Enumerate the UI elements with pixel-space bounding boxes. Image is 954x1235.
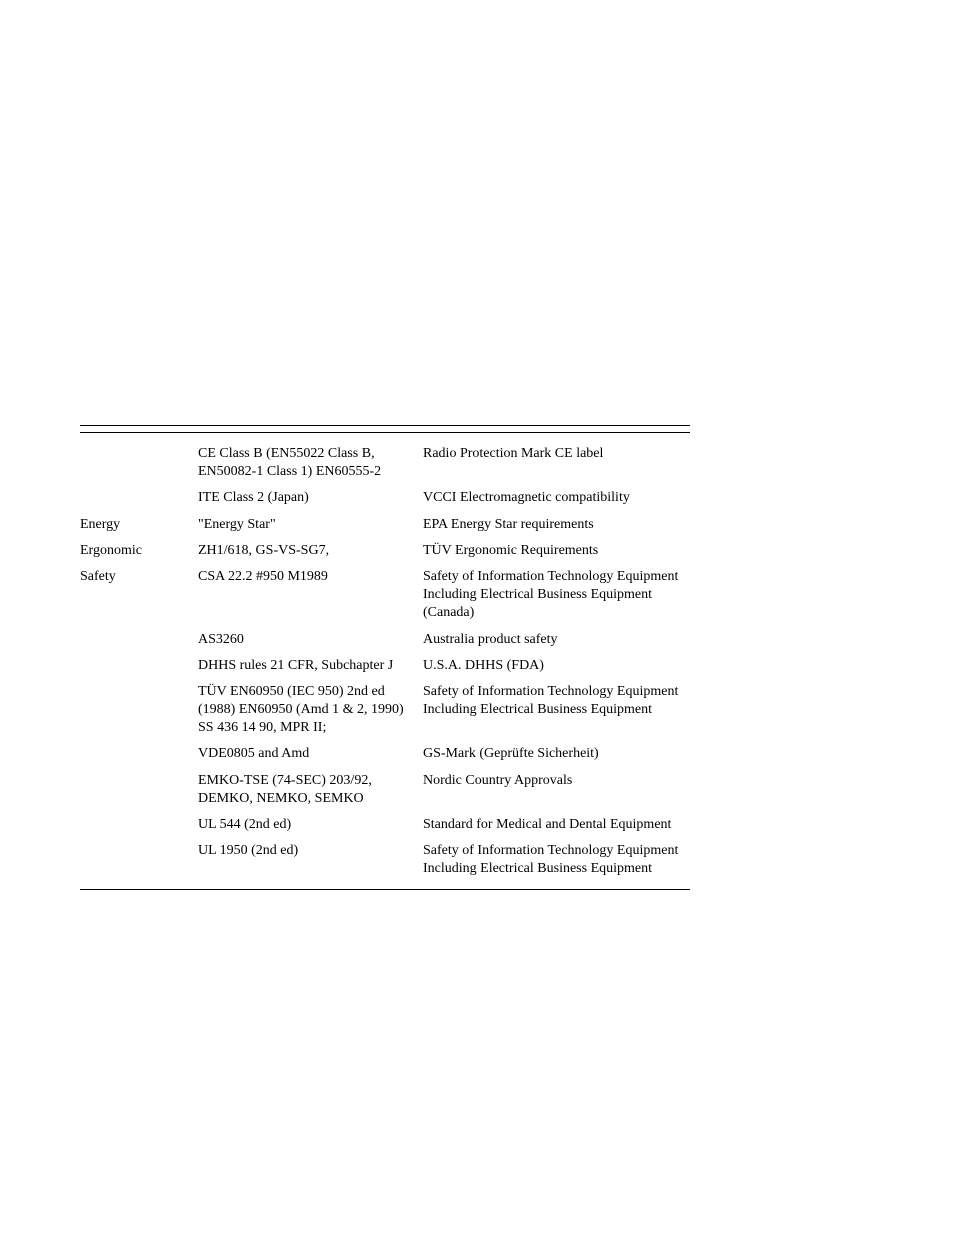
table-row: VDE0805 and Amd GS-Mark (Geprüfte Sicher…	[80, 741, 690, 767]
category-cell: Energy	[80, 516, 198, 534]
title-cell: Radio Protection Mark CE label	[423, 445, 690, 463]
table-row: Ergonomic ZH1/618, GS-VS-SG7, TÜV Ergono…	[80, 538, 690, 564]
title-cell: TÜV Ergonomic Requirements	[423, 542, 690, 560]
title-cell: Safety of Information Technology Equipme…	[423, 842, 690, 878]
category-cell: Safety	[80, 568, 198, 586]
standard-cell: VDE0805 and Amd	[198, 745, 423, 763]
table-rule-bottom	[80, 889, 690, 890]
title-cell: Safety of Information Technology Equipme…	[423, 568, 690, 623]
table-row: DHHS rules 21 CFR, Subchapter J U.S.A. D…	[80, 653, 690, 679]
title-cell: U.S.A. DHHS (FDA)	[423, 657, 690, 675]
standard-cell: DHHS rules 21 CFR, Subchapter J	[198, 657, 423, 675]
category-cell: Ergonomic	[80, 542, 198, 560]
standard-cell: CE Class B (EN55022 Class B, EN50082-1 C…	[198, 445, 423, 481]
title-cell: GS-Mark (Geprüfte Sicherheit)	[423, 745, 690, 763]
table-row: Energy "Energy Star" EPA Energy Star req…	[80, 512, 690, 538]
standard-cell: UL 1950 (2nd ed)	[198, 842, 423, 860]
table-row: TÜV EN60950 (IEC 950) 2nd ed (1988) EN60…	[80, 679, 690, 742]
table-row: EMKO-TSE (74-SEC) 203/92, DEMKO, NEMKO, …	[80, 768, 690, 812]
title-cell: Australia product safety	[423, 631, 690, 649]
table-rule-header	[80, 432, 690, 433]
title-cell: VCCI Electromagnetic compatibility	[423, 489, 690, 507]
standard-cell: CSA 22.2 #950 M1989	[198, 568, 423, 586]
title-cell: Nordic Country Approvals	[423, 772, 690, 790]
table-rule-top	[80, 425, 690, 426]
table-row: UL 1950 (2nd ed) Safety of Information T…	[80, 838, 690, 882]
table-row: Safety CSA 22.2 #950 M1989 Safety of Inf…	[80, 564, 690, 627]
standard-cell: AS3260	[198, 631, 423, 649]
table-row: CE Class B (EN55022 Class B, EN50082-1 C…	[80, 441, 690, 485]
standard-cell: ZH1/618, GS-VS-SG7,	[198, 542, 423, 560]
title-cell: Standard for Medical and Dental Equipmen…	[423, 816, 690, 834]
standard-cell: EMKO-TSE (74-SEC) 203/92, DEMKO, NEMKO, …	[198, 772, 423, 808]
standard-cell: TÜV EN60950 (IEC 950) 2nd ed (1988) EN60…	[198, 683, 423, 738]
table-row: UL 544 (2nd ed) Standard for Medical and…	[80, 812, 690, 838]
title-cell: EPA Energy Star requirements	[423, 516, 690, 534]
standard-cell: UL 544 (2nd ed)	[198, 816, 423, 834]
standard-cell: ITE Class 2 (Japan)	[198, 489, 423, 507]
table-row: ITE Class 2 (Japan) VCCI Electromagnetic…	[80, 485, 690, 511]
page-content: CE Class B (EN55022 Class B, EN50082-1 C…	[80, 425, 690, 890]
table-row: AS3260 Australia product safety	[80, 627, 690, 653]
standard-cell: "Energy Star"	[198, 516, 423, 534]
title-cell: Safety of Information Technology Equipme…	[423, 683, 690, 719]
